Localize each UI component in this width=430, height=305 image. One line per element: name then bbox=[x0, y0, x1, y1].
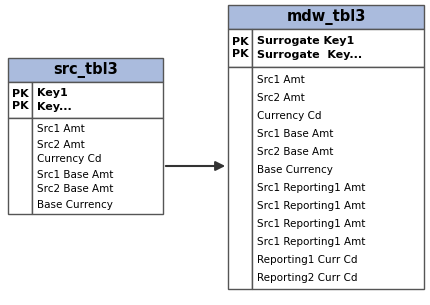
Text: Src1 Base Amt: Src1 Base Amt bbox=[37, 170, 114, 180]
Text: Src2 Base Amt: Src2 Base Amt bbox=[37, 185, 114, 195]
Text: PK: PK bbox=[232, 49, 248, 59]
Text: PK: PK bbox=[12, 89, 28, 99]
Text: Src1 Reporting1 Amt: Src1 Reporting1 Amt bbox=[257, 219, 366, 229]
Text: Src1 Base Amt: Src1 Base Amt bbox=[257, 129, 333, 139]
Text: Currency Cd: Currency Cd bbox=[257, 111, 322, 121]
Text: Src2 Base Amt: Src2 Base Amt bbox=[257, 147, 333, 157]
Text: mdw_tbl3: mdw_tbl3 bbox=[286, 9, 366, 25]
Text: Reporting2 Curr Cd: Reporting2 Curr Cd bbox=[257, 273, 357, 283]
Text: Surrogate Key1
Surrogate  Key...: Surrogate Key1 Surrogate Key... bbox=[257, 36, 362, 60]
Text: Base Currency: Base Currency bbox=[37, 199, 113, 210]
Bar bbox=[32, 118, 163, 214]
Text: Currency Cd: Currency Cd bbox=[37, 155, 101, 164]
Text: Src2 Amt: Src2 Amt bbox=[257, 93, 305, 103]
Bar bbox=[228, 5, 424, 29]
Text: Reporting1 Curr Cd: Reporting1 Curr Cd bbox=[257, 255, 357, 265]
Text: PK: PK bbox=[232, 37, 248, 47]
Text: Src1 Amt: Src1 Amt bbox=[37, 124, 85, 135]
Bar bbox=[228, 67, 252, 289]
Text: Src1 Amt: Src1 Amt bbox=[257, 75, 305, 85]
Text: Key1
Key...: Key1 Key... bbox=[37, 88, 72, 112]
Text: src_tbl3: src_tbl3 bbox=[53, 62, 118, 78]
Bar bbox=[8, 58, 163, 82]
Bar bbox=[32, 82, 163, 118]
Text: Base Currency: Base Currency bbox=[257, 165, 333, 175]
Text: PK: PK bbox=[12, 101, 28, 111]
Bar bbox=[8, 118, 32, 214]
Bar bbox=[8, 82, 32, 118]
Bar bbox=[228, 29, 252, 67]
Bar bbox=[252, 67, 424, 289]
Text: Src1 Reporting1 Amt: Src1 Reporting1 Amt bbox=[257, 237, 366, 247]
Text: Src2 Amt: Src2 Amt bbox=[37, 139, 85, 149]
Bar bbox=[252, 29, 424, 67]
Text: Src1 Reporting1 Amt: Src1 Reporting1 Amt bbox=[257, 201, 366, 211]
Text: Src1 Reporting1 Amt: Src1 Reporting1 Amt bbox=[257, 183, 366, 193]
